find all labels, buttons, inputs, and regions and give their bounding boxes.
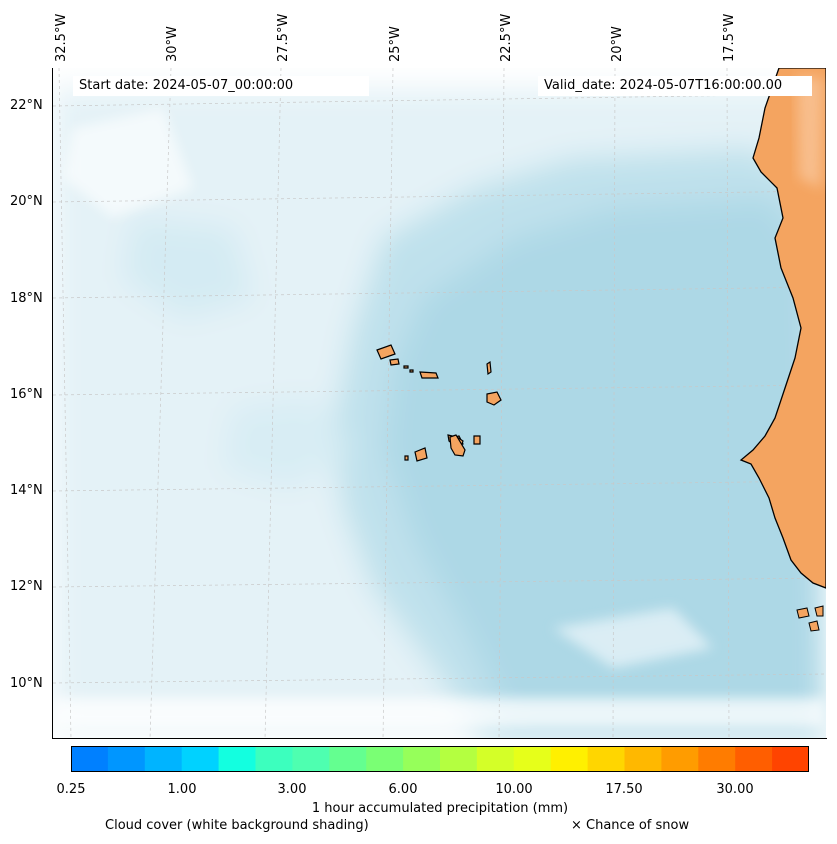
snow-legend: × Chance of snow (571, 818, 690, 833)
cloud-cover-shading (53, 88, 826, 739)
colorbar-label: 1 hour accumulated precipitation (mm) (311, 801, 569, 816)
lon-label: 30°W (165, 26, 180, 62)
colorbar-swatch (550, 746, 589, 772)
colorbar-swatch (698, 746, 736, 772)
start-date-label: Start date: 2024-05-07_00:00:00 (73, 76, 369, 96)
colorbar-swatch (181, 746, 220, 772)
colorbar-tick-label: 1.00 (167, 782, 197, 797)
colorbar-swatch (218, 746, 256, 772)
cloud-cover-legend: Cloud cover (white background shading) (105, 818, 369, 833)
lat-label: 16°N (10, 387, 43, 402)
colorbar-swatch (440, 746, 478, 772)
colorbar-swatch (513, 746, 552, 772)
graticule (53, 68, 826, 739)
colorbar-swatch (292, 746, 330, 772)
colorbar-tick-label: 30.00 (716, 782, 754, 797)
map-panel[interactable] (53, 68, 826, 739)
cloud-clear-patches (53, 108, 826, 728)
colorbar-tick-label: 17.50 (605, 782, 643, 797)
lon-label: 22.5°W (499, 13, 514, 62)
colorbar-swatch (144, 746, 183, 772)
lon-label: 20°W (610, 26, 625, 62)
africa-coastline (739, 68, 826, 589)
colorbar-swatch (661, 746, 699, 772)
colorbar-tick-label: 0.25 (56, 782, 86, 797)
colorbar-tick-label: 10.00 (495, 782, 533, 797)
colorbar-swatch (255, 746, 293, 772)
colorbar-swatch (587, 746, 625, 772)
lat-label: 18°N (10, 291, 43, 306)
colorbar-swatch (107, 746, 146, 772)
colorbar-swatch (772, 746, 809, 772)
lat-label: 20°N (10, 194, 43, 209)
colorbar-swatch (366, 746, 404, 772)
cape-verde-islands (376, 344, 502, 462)
lat-label: 14°N (10, 483, 43, 498)
colorbar-svg (71, 746, 809, 772)
lat-label: 10°N (10, 676, 43, 691)
colorbar-tick-label: 3.00 (277, 782, 307, 797)
lon-label: 25°W (388, 26, 403, 62)
map-svg (53, 68, 826, 739)
colorbar-swatch (71, 746, 109, 772)
lon-label: 17.5°W (722, 13, 737, 62)
lat-label: 12°N (10, 579, 43, 594)
lon-label: 32.5°W (54, 13, 69, 62)
colorbar-swatch (624, 746, 662, 772)
valid-date-label: Valid_date: 2024-05-07T16:00:00.00 (538, 76, 812, 96)
colorbar-border (71, 746, 809, 772)
lon-label: 27.5°W (276, 13, 291, 62)
colorbar-swatch (476, 746, 515, 772)
lat-label: 22°N (10, 98, 43, 113)
colorbar-swatch (403, 746, 441, 772)
colorbar-swatch (329, 746, 367, 772)
colorbar-swatch (735, 746, 773, 772)
colorbar (71, 746, 809, 772)
colorbar-tick-label: 6.00 (388, 782, 418, 797)
